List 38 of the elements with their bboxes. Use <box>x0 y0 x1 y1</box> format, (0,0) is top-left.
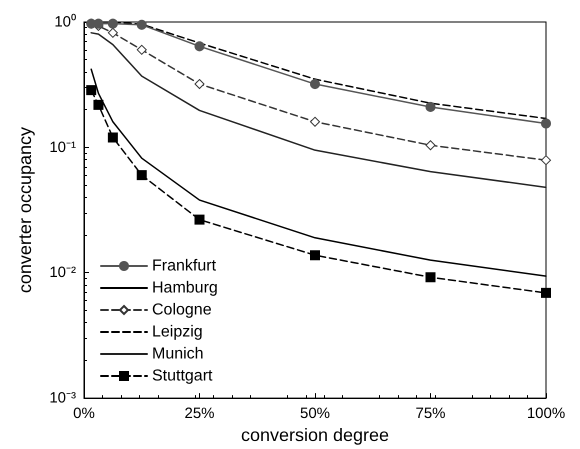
point <box>136 44 147 55</box>
point <box>108 132 118 142</box>
x-axis-title: conversion degree <box>240 425 390 445</box>
point <box>136 20 147 30</box>
legend-label: Leipzig <box>152 324 203 340</box>
point <box>426 272 436 282</box>
legend-label: Cologne <box>152 302 212 318</box>
y-tick-label: 10⁻³ <box>49 390 76 407</box>
point <box>541 155 551 166</box>
y-tick-label: 10⁻² <box>49 264 76 282</box>
x-tick-label: 75% <box>415 405 446 422</box>
point <box>194 79 204 90</box>
y-tick-label: 10⁻¹ <box>49 138 76 156</box>
point <box>194 41 204 52</box>
legend-label: Frankfurt <box>152 258 217 274</box>
x-tick-label: 50% <box>300 405 330 422</box>
point <box>93 100 104 110</box>
point <box>541 288 551 298</box>
legend-label: Stuttgart <box>152 368 214 384</box>
x-tick-label: 25% <box>184 405 215 422</box>
point <box>86 85 96 96</box>
legend-label: Hamburg <box>152 280 218 296</box>
point <box>541 118 551 129</box>
point <box>310 79 320 90</box>
x-tick-label: 100% <box>526 405 566 422</box>
x-tick-label: 0% <box>73 405 95 422</box>
point <box>108 18 118 29</box>
legend-label: Munich <box>152 346 204 362</box>
point <box>310 250 320 260</box>
point <box>426 102 436 112</box>
point <box>426 140 436 150</box>
point <box>194 214 204 225</box>
y-tick-label: 10⁰ <box>54 14 76 30</box>
point <box>310 116 320 127</box>
point <box>136 170 147 180</box>
y-axis-title: converter occupancy <box>15 127 35 294</box>
line-series <box>90 32 547 188</box>
point <box>108 28 118 38</box>
